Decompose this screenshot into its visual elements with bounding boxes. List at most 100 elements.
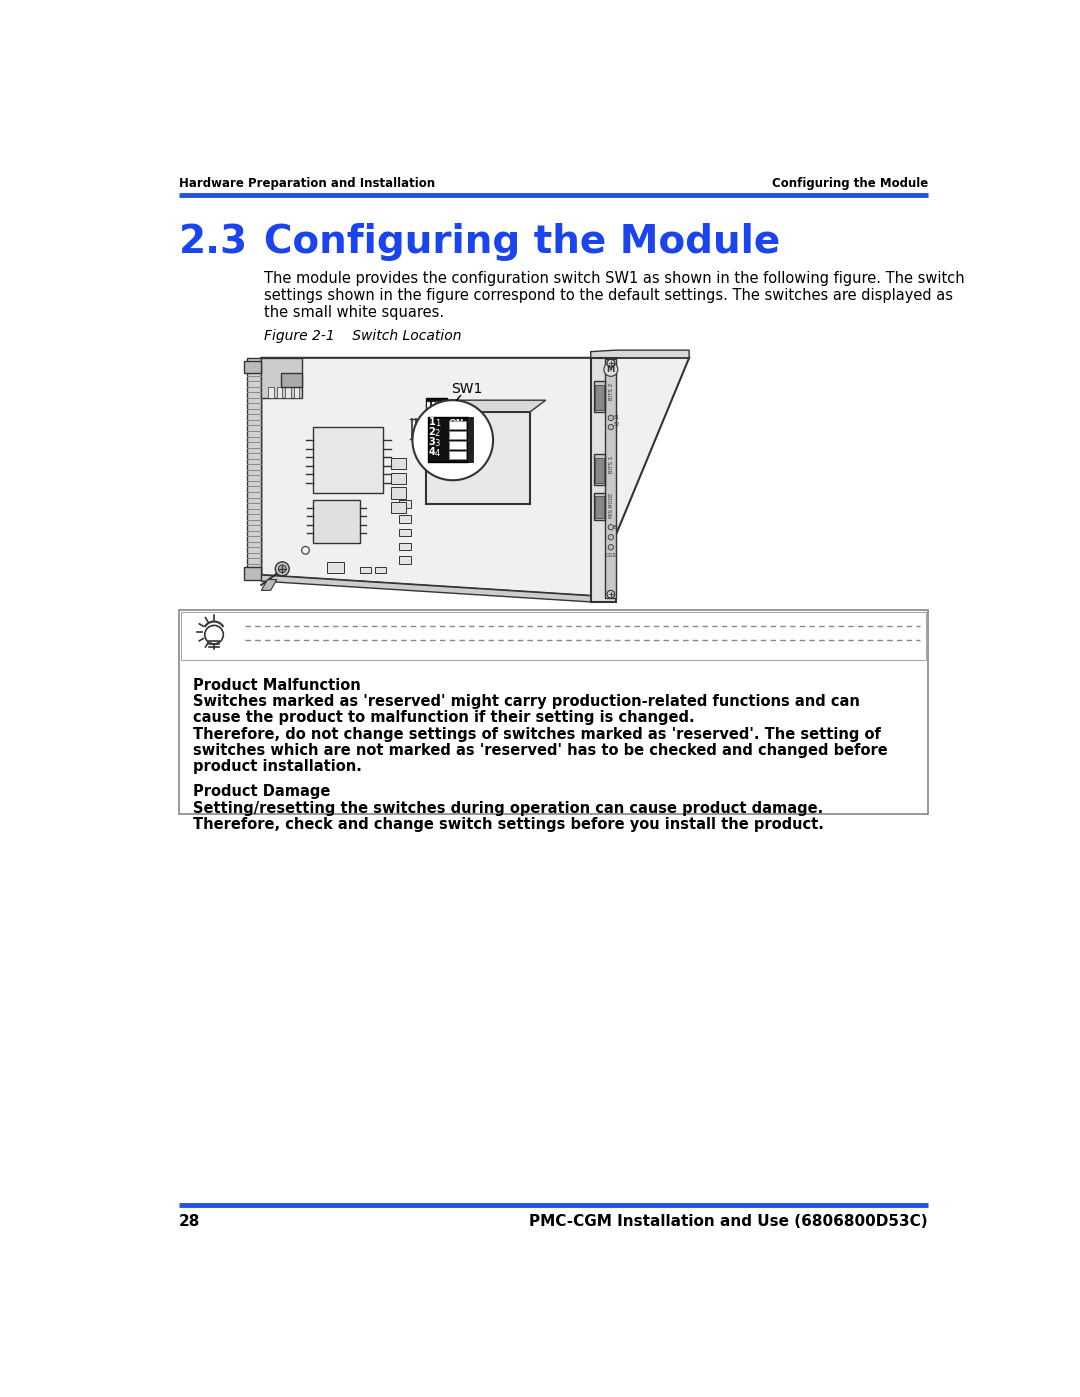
Polygon shape — [276, 387, 282, 398]
Polygon shape — [360, 567, 370, 573]
Polygon shape — [399, 500, 410, 509]
Text: Product Damage: Product Damage — [193, 784, 330, 799]
Circle shape — [608, 415, 613, 420]
Polygon shape — [594, 454, 606, 485]
Polygon shape — [606, 359, 616, 598]
Text: 2.3: 2.3 — [179, 224, 248, 261]
Polygon shape — [399, 529, 410, 536]
Polygon shape — [428, 402, 430, 411]
Polygon shape — [432, 402, 435, 411]
Text: MIS MODE: MIS MODE — [608, 493, 613, 518]
Text: IS: IS — [613, 525, 618, 529]
Polygon shape — [268, 387, 273, 398]
Polygon shape — [449, 451, 465, 458]
Text: Therefore, check and change switch settings before you install the product.: Therefore, check and change switch setti… — [193, 817, 824, 831]
Text: BITS 1: BITS 1 — [608, 455, 613, 472]
Text: 4: 4 — [429, 447, 435, 457]
Polygon shape — [595, 496, 604, 518]
Polygon shape — [261, 358, 301, 398]
Circle shape — [205, 626, 224, 644]
Text: 4: 4 — [434, 448, 440, 458]
Polygon shape — [243, 360, 260, 373]
Text: Setting/resetting the switches during operation can cause product damage.: Setting/resetting the switches during op… — [193, 800, 823, 816]
Circle shape — [413, 400, 494, 481]
Polygon shape — [595, 384, 604, 411]
Polygon shape — [399, 542, 410, 550]
Polygon shape — [594, 381, 606, 412]
Polygon shape — [449, 432, 465, 439]
Circle shape — [604, 362, 618, 376]
Text: Configuring the Module: Configuring the Module — [265, 224, 781, 261]
Text: the small white squares.: the small white squares. — [265, 305, 445, 320]
Text: Product Malfunction: Product Malfunction — [193, 678, 361, 693]
Polygon shape — [449, 420, 465, 429]
Circle shape — [607, 359, 615, 367]
Polygon shape — [179, 610, 928, 813]
Polygon shape — [391, 458, 406, 469]
Polygon shape — [294, 387, 299, 398]
Text: settings shown in the figure correspond to the default settings. The switches ar: settings shown in the figure correspond … — [265, 288, 954, 303]
Polygon shape — [313, 427, 383, 493]
Polygon shape — [436, 402, 440, 411]
Polygon shape — [391, 502, 406, 513]
Text: switches which are not marked as 'reserved' has to be checked and changed before: switches which are not marked as 'reserv… — [193, 743, 888, 757]
Circle shape — [301, 546, 309, 555]
Circle shape — [608, 545, 613, 550]
Text: 3: 3 — [434, 439, 440, 448]
Text: 28: 28 — [179, 1214, 201, 1229]
Text: 1: 1 — [434, 419, 440, 427]
Circle shape — [279, 564, 286, 573]
Text: Therefore, do not change settings of switches marked as 'reserved'. The setting : Therefore, do not change settings of swi… — [193, 726, 881, 742]
Polygon shape — [591, 358, 616, 602]
Polygon shape — [399, 556, 410, 564]
Polygon shape — [313, 500, 360, 542]
Polygon shape — [426, 412, 530, 504]
Text: S2: S2 — [613, 422, 620, 427]
Text: PMC-CGM Installation and Use (6806800D53C): PMC-CGM Installation and Use (6806800D53… — [529, 1214, 928, 1229]
Polygon shape — [426, 398, 447, 414]
Polygon shape — [261, 580, 276, 591]
Text: Switches marked as 'reserved' might carry production-related functions and can: Switches marked as 'reserved' might carr… — [193, 694, 860, 710]
Polygon shape — [595, 458, 604, 483]
Circle shape — [607, 591, 615, 598]
Polygon shape — [391, 488, 406, 499]
Polygon shape — [247, 570, 261, 576]
Polygon shape — [327, 562, 345, 573]
Text: M: M — [607, 365, 615, 374]
Text: 1: 1 — [429, 416, 435, 426]
Text: ON: ON — [449, 419, 464, 427]
Polygon shape — [375, 567, 387, 573]
Polygon shape — [243, 567, 260, 580]
Polygon shape — [467, 418, 473, 462]
Polygon shape — [591, 351, 689, 358]
Polygon shape — [426, 400, 545, 412]
Circle shape — [608, 524, 613, 529]
Text: product installation.: product installation. — [193, 759, 362, 774]
Text: 2: 2 — [429, 426, 435, 437]
Text: The module provides the configuration switch SW1 as shown in the following figur: The module provides the configuration sw… — [265, 271, 966, 286]
Text: Hardware Preparation and Installation: Hardware Preparation and Installation — [179, 177, 435, 190]
Polygon shape — [281, 373, 301, 387]
Polygon shape — [594, 493, 606, 520]
Circle shape — [275, 562, 289, 576]
Text: S1: S1 — [613, 415, 620, 419]
Polygon shape — [247, 358, 261, 576]
Polygon shape — [180, 612, 927, 661]
Polygon shape — [391, 472, 406, 485]
Polygon shape — [399, 515, 410, 522]
Polygon shape — [428, 418, 469, 462]
Text: BITS 2: BITS 2 — [608, 383, 613, 400]
Text: cause the product to malfunction if their setting is changed.: cause the product to malfunction if thei… — [193, 711, 694, 725]
Text: 3: 3 — [429, 437, 435, 447]
Circle shape — [608, 535, 613, 539]
Polygon shape — [261, 576, 591, 602]
Polygon shape — [441, 402, 444, 411]
Text: Figure 2-1    Switch Location: Figure 2-1 Switch Location — [265, 328, 462, 342]
Polygon shape — [449, 441, 465, 448]
Text: OGS: OGS — [606, 553, 617, 559]
Text: Configuring the Module: Configuring the Module — [771, 177, 928, 190]
Polygon shape — [285, 387, 291, 398]
Polygon shape — [261, 358, 689, 595]
Circle shape — [608, 425, 613, 430]
Text: SW1: SW1 — [451, 381, 483, 395]
